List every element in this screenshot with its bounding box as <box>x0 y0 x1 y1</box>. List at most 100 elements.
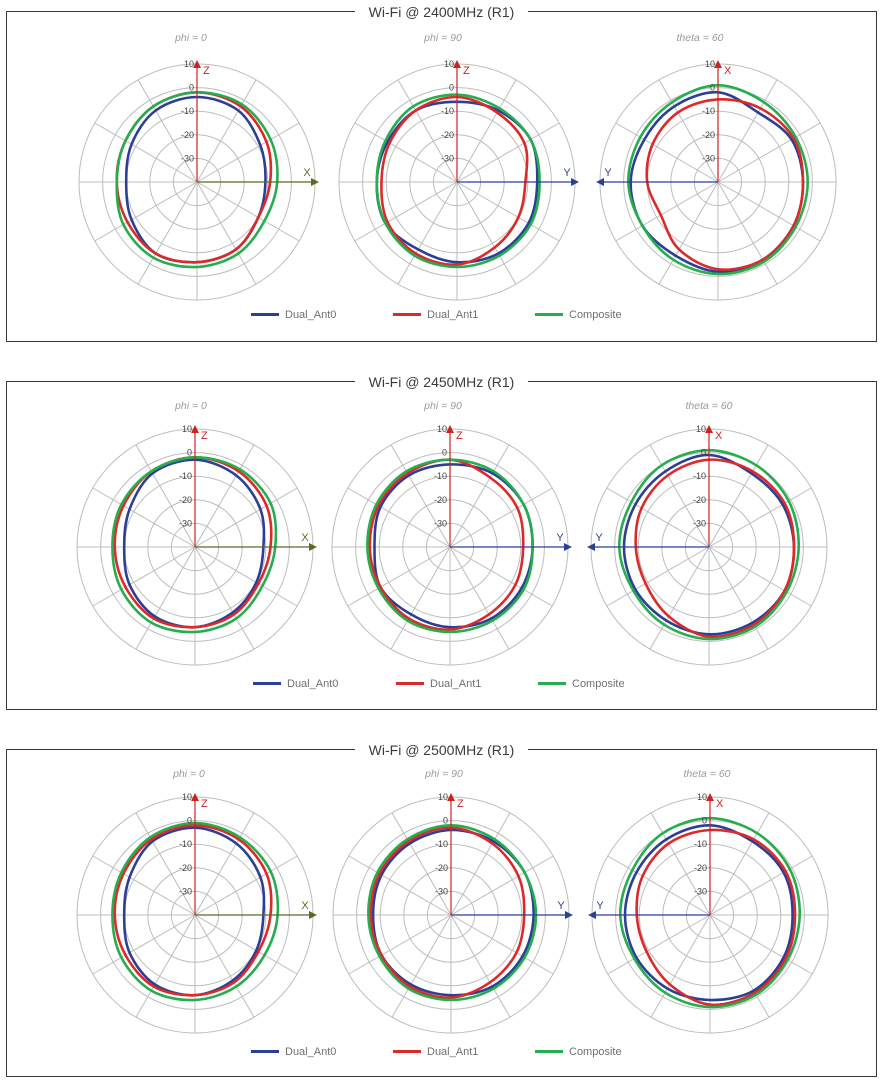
grid-spoke <box>92 855 196 916</box>
legend-swatch-ant1 <box>393 1049 421 1053</box>
axis-up-label: X <box>715 430 723 442</box>
series-curve-dual-ant1 <box>634 458 796 639</box>
grid-spoke <box>391 914 452 1018</box>
grid-spoke <box>650 812 711 916</box>
series-curve-dual-ant0 <box>629 90 805 274</box>
grid-spoke <box>92 487 196 548</box>
polar-plot: X Y 10 0 -10 -20 -30 <box>596 59 837 301</box>
axis-up-label: Z <box>457 798 464 810</box>
grid-spoke <box>92 546 196 607</box>
legend-swatch-composite <box>535 1049 563 1053</box>
legend-swatch-composite <box>538 681 566 685</box>
legend-swatch-ant0 <box>253 681 281 685</box>
series-curve-composite <box>111 455 278 634</box>
grid-spoke <box>456 181 517 285</box>
radial-tick-label: -30 <box>179 886 192 896</box>
grid-spoke <box>649 546 710 650</box>
axis-up-arrow <box>453 60 461 68</box>
axis-side-label: Y <box>563 167 571 179</box>
legend-label: Dual_Ant0 <box>287 678 339 690</box>
radial-tick-label: 0 <box>187 448 192 458</box>
grid-spoke <box>348 855 452 916</box>
axis-up-arrow <box>193 60 201 68</box>
grid-spoke <box>709 812 770 916</box>
legend-item-ant1: Dual_Ant1 <box>393 1046 478 1062</box>
grid-spoke <box>450 914 511 1018</box>
grid-spoke <box>397 181 458 285</box>
radial-tick-label: -20 <box>694 863 707 873</box>
grid-spoke <box>194 546 298 607</box>
legend-item-ant0: Dual_Ant0 <box>253 678 338 694</box>
radial-tick-label: 0 <box>710 83 715 93</box>
grid-spoke <box>708 444 769 548</box>
grid-spoke <box>194 487 298 548</box>
plot-subtitle: phi = 0 <box>175 400 207 412</box>
radial-tick-label: -30 <box>702 153 715 163</box>
radial-tick-label: 10 <box>182 792 192 802</box>
legend: Dual_Ant0 Dual_Ant1 Composite <box>7 309 876 325</box>
series-curve-dual-ant1 <box>645 98 805 271</box>
radial-tick-label: 0 <box>449 83 454 93</box>
grid-spoke <box>708 487 812 548</box>
grid-spoke <box>194 914 298 975</box>
legend-swatch-ant1 <box>396 681 424 685</box>
polar-plot: Z Y 10 0 -10 -20 -30 <box>331 424 572 666</box>
radial-tick-label: 10 <box>438 792 448 802</box>
legend-swatch-ant0 <box>251 312 279 316</box>
radial-tick-label: -20 <box>693 495 706 505</box>
radial-tick-label: -30 <box>435 886 448 896</box>
axis-side-label: X <box>301 532 309 544</box>
series-curve-dual-ant0 <box>371 828 535 997</box>
axis-up-label: Z <box>203 65 210 77</box>
grid-spoke <box>615 181 719 242</box>
axis-up-arrow <box>447 793 455 801</box>
grid-spoke <box>456 122 560 183</box>
radial-tick-label: 0 <box>442 448 447 458</box>
radial-tick-label: -10 <box>702 106 715 116</box>
grid-spoke <box>717 181 821 242</box>
series-curve-dual-ant0 <box>122 458 266 629</box>
legend-item-ant1: Dual_Ant1 <box>393 309 478 325</box>
legend-label: Composite <box>569 309 622 321</box>
radial-tick-label: 0 <box>702 816 707 826</box>
panel-title: Wi-Fi @ 2400MHz (R1) <box>354 4 529 20</box>
radial-tick-label: 0 <box>701 448 706 458</box>
radial-tick-label: 10 <box>697 792 707 802</box>
axis-up-arrow <box>706 793 714 801</box>
grid-spoke <box>708 546 769 650</box>
series-curve-dual-ant0 <box>122 826 266 997</box>
grid-spoke <box>391 812 452 916</box>
grid-spoke <box>456 79 517 183</box>
radial-tick-label: -20 <box>179 495 192 505</box>
grid-spoke <box>347 487 451 548</box>
series-curve-composite <box>366 458 534 634</box>
axis-side-label: Y <box>595 532 603 544</box>
series-curve-composite <box>617 448 801 641</box>
axis-side-label: Y <box>557 900 565 912</box>
radial-tick-label: 10 <box>705 59 715 69</box>
grid-spoke <box>194 444 255 548</box>
series-curve-composite <box>111 821 280 1002</box>
axis-side-label: X <box>301 900 309 912</box>
axis-side-label: Y <box>596 900 604 912</box>
grid-spoke <box>606 487 710 548</box>
axis-up-arrow <box>446 425 454 433</box>
radial-tick-label: -10 <box>179 471 192 481</box>
plot-subtitle: theta = 60 <box>683 768 731 780</box>
legend: Dual_Ant0 Dual_Ant1 Composite <box>7 678 876 694</box>
axis-up-arrow <box>191 425 199 433</box>
axis-up-label: Z <box>201 798 208 810</box>
plot-subtitle: theta = 60 <box>676 32 724 44</box>
series-curve-dual-ant1 <box>369 826 526 999</box>
grid-spoke <box>135 546 196 650</box>
panel-2500: Wi-Fi @ 2500MHz (R1) phi = 0 phi = 90 th… <box>6 742 877 1077</box>
radial-tick-label: -30 <box>441 153 454 163</box>
grid-spoke <box>194 855 298 916</box>
legend-item-composite: Composite <box>535 309 622 325</box>
grid-spoke <box>606 546 710 607</box>
legend-label: Dual_Ant1 <box>427 1046 479 1058</box>
radial-tick-label: -20 <box>702 130 715 140</box>
series-curve-composite <box>367 824 538 1002</box>
series-curve-composite <box>115 90 279 269</box>
grid-spoke <box>135 812 196 916</box>
